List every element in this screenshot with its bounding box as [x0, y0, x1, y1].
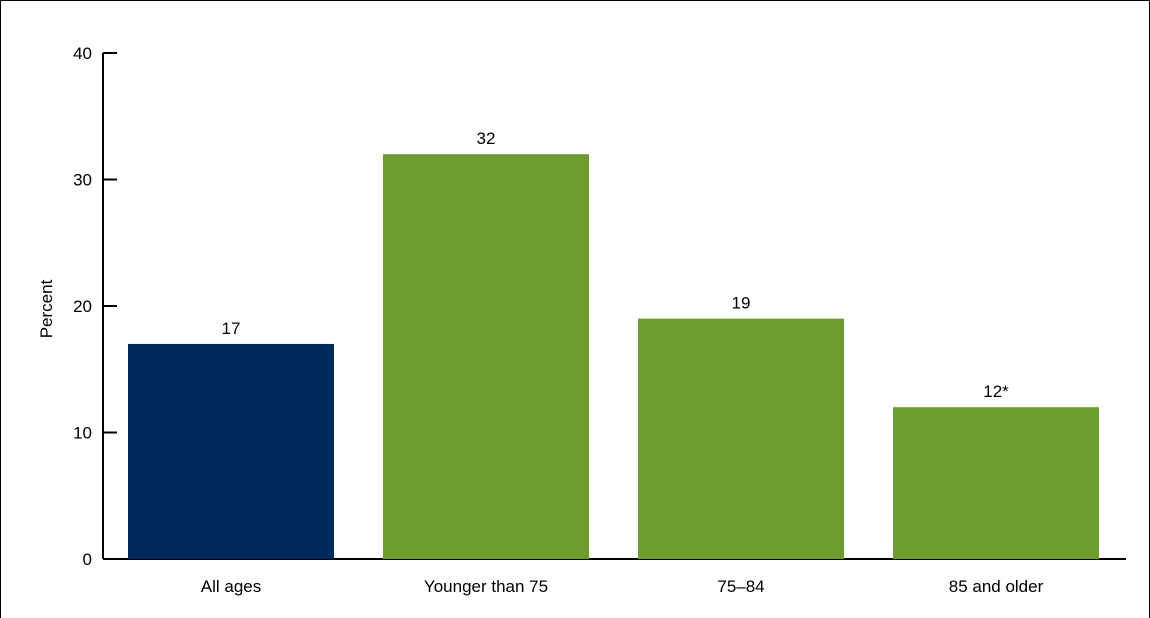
- bar-0: [128, 343, 334, 559]
- x-tick-label-0: All ages: [201, 577, 261, 596]
- bar-2: [638, 318, 844, 559]
- y-axis: 0 10 20 30 40: [73, 44, 117, 569]
- x-tick-label-2: 75–84: [717, 577, 764, 596]
- bar-1: [383, 154, 589, 559]
- y-tick-label-30: 30: [73, 171, 92, 190]
- bar-3: [893, 407, 1099, 559]
- data-label-3: 12*: [983, 382, 1009, 401]
- y-tick-label-40: 40: [73, 44, 92, 63]
- x-axis: All ages Younger than 75 75–84 85 and older: [103, 558, 1126, 596]
- data-labels: 17 32 19 12*: [222, 129, 1010, 401]
- data-label-1: 32: [477, 129, 496, 148]
- y-axis-title: Percent: [37, 279, 56, 338]
- x-tick-label-3: 85 and older: [949, 577, 1044, 596]
- x-tick-label-1: Younger than 75: [424, 577, 548, 596]
- data-label-2: 19: [732, 294, 751, 313]
- y-tick-label-0: 0: [83, 550, 92, 569]
- y-tick-label-20: 20: [73, 297, 92, 316]
- bars: [128, 154, 1099, 559]
- data-label-0: 17: [222, 319, 241, 338]
- y-tick-label-10: 10: [73, 424, 92, 443]
